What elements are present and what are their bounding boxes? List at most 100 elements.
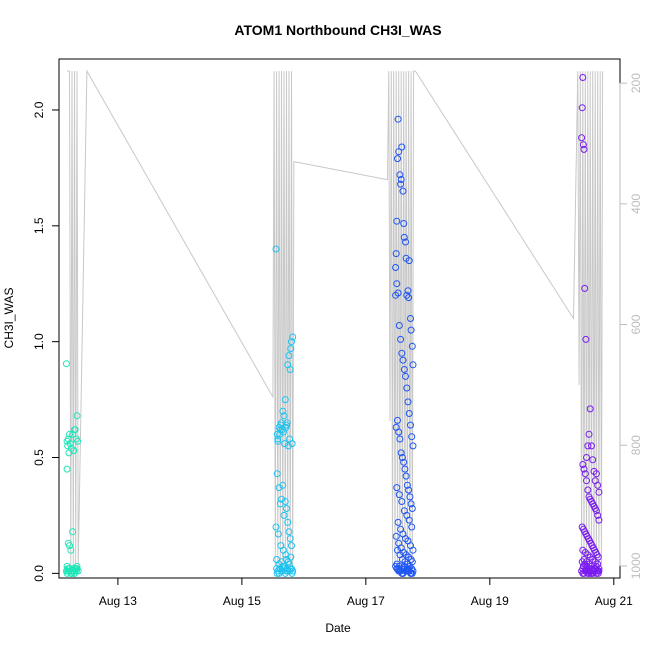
data-point: [584, 551, 592, 559]
data-point: [595, 516, 603, 524]
data-point: [594, 569, 602, 577]
data-point: [63, 465, 71, 473]
data-point: [404, 398, 412, 406]
data-point: [399, 356, 407, 364]
data-point: [590, 467, 598, 475]
data-point: [405, 486, 413, 494]
data-point: [395, 322, 403, 329]
data-point: [72, 565, 80, 573]
data-point: [288, 440, 296, 448]
data-point: [279, 407, 287, 415]
data-point: [274, 530, 282, 538]
data-point: [408, 433, 416, 441]
data-point: [579, 461, 587, 468]
data-point: [588, 442, 595, 450]
y2-tick-label: 400: [629, 194, 643, 214]
plot-frame: [58, 58, 621, 579]
data-point: [69, 565, 77, 573]
data-point: [272, 245, 280, 253]
data-point: [274, 437, 282, 445]
data-point: [394, 518, 402, 526]
data-point: [275, 569, 283, 577]
data-point: [285, 352, 293, 360]
data-point: [585, 430, 593, 438]
data-point: [288, 542, 295, 550]
data-point: [392, 250, 400, 258]
data-point: [579, 141, 587, 149]
y2-tick-label: 1000: [629, 552, 643, 579]
series-3: [578, 74, 603, 577]
data-point: [394, 416, 401, 424]
data-point: [70, 447, 78, 455]
data-point: [280, 511, 288, 519]
data-point: [407, 326, 415, 334]
data-point: [278, 495, 285, 503]
data-point: [394, 155, 401, 163]
data-point: [404, 287, 412, 295]
data-point: [405, 294, 413, 302]
data-point: [401, 465, 409, 473]
data-point: [397, 176, 405, 183]
data-point: [288, 338, 295, 346]
data-point: [398, 143, 406, 151]
data-point: [398, 498, 406, 505]
data-point: [272, 523, 280, 531]
data-point: [274, 435, 282, 443]
y-tick-label: 1.0: [32, 333, 46, 350]
data-point: [281, 498, 289, 505]
data-point: [405, 410, 413, 417]
data-point: [62, 360, 70, 368]
points-layer: [62, 74, 603, 577]
data-point: [583, 477, 590, 485]
series-0: [62, 360, 82, 577]
data-point: [66, 542, 73, 550]
data-point: [407, 500, 415, 508]
data-point: [398, 569, 406, 577]
data-point: [66, 440, 74, 448]
data-point: [403, 384, 411, 392]
y-tick-label: 1.5: [32, 217, 46, 234]
data-point: [584, 486, 592, 494]
y-axis-right: 200 400 600 800 1000: [619, 73, 643, 579]
data-point: [407, 315, 414, 322]
data-point: [406, 493, 414, 501]
data-point: [66, 430, 73, 438]
data-point: [397, 449, 405, 457]
data-point: [289, 333, 297, 341]
data-point: [584, 442, 592, 450]
data-point: [582, 335, 590, 343]
data-point: [284, 442, 292, 450]
data-point: [64, 435, 72, 443]
data-point: [408, 523, 416, 531]
data-point: [287, 345, 295, 353]
data-point: [392, 532, 400, 540]
data-point: [405, 516, 413, 524]
x-axis: Aug 13 Aug 15 Aug 17 Aug 19 Aug 21: [99, 577, 633, 608]
data-point: [286, 535, 294, 543]
data-point: [409, 442, 417, 450]
data-point: [408, 505, 416, 512]
x-tick-label: Aug 17: [347, 594, 385, 608]
data-point: [409, 361, 417, 369]
y-tick-label: 0.0: [32, 565, 46, 582]
data-point: [403, 481, 411, 489]
data-point: [273, 470, 281, 478]
data-point: [395, 148, 403, 156]
data-point: [578, 134, 586, 142]
y-tick-label: 2.0: [32, 101, 46, 118]
data-point: [71, 426, 79, 434]
data-point: [393, 280, 401, 288]
data-point: [398, 454, 406, 461]
data-point: [283, 505, 290, 512]
data-point: [594, 511, 602, 519]
data-point: [402, 238, 409, 246]
data-point: [407, 421, 414, 429]
altitude-line-layer: [67, 69, 604, 566]
data-point: [581, 284, 589, 292]
data-point: [402, 472, 410, 480]
data-point: [400, 366, 408, 373]
altitude-line: [67, 69, 604, 566]
data-point: [396, 171, 404, 179]
data-point: [400, 458, 408, 466]
